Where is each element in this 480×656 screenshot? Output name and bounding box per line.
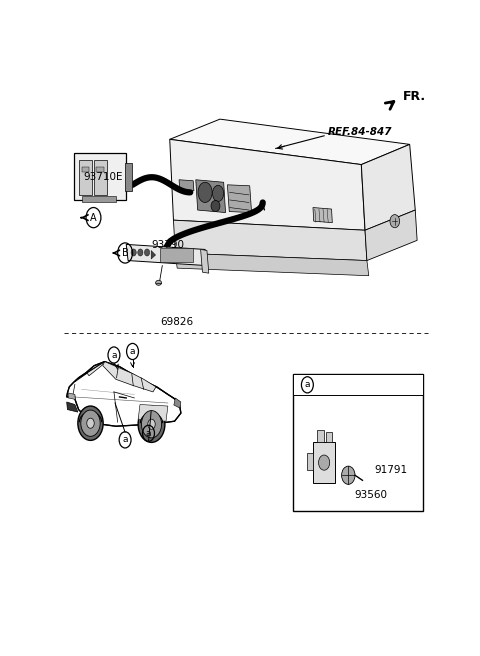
Text: 93560: 93560 — [354, 491, 387, 501]
Polygon shape — [179, 180, 194, 191]
Circle shape — [87, 418, 94, 428]
Text: 93710E: 93710E — [83, 173, 122, 182]
Polygon shape — [126, 245, 207, 266]
Polygon shape — [313, 207, 332, 222]
Bar — [292, 374, 423, 396]
Circle shape — [144, 249, 150, 256]
Ellipse shape — [156, 280, 162, 285]
Circle shape — [390, 215, 400, 228]
Polygon shape — [228, 185, 252, 213]
Polygon shape — [103, 361, 156, 392]
Bar — [82, 167, 89, 172]
Polygon shape — [361, 144, 415, 230]
FancyBboxPatch shape — [94, 159, 107, 195]
Bar — [160, 248, 193, 262]
Ellipse shape — [211, 201, 220, 212]
Bar — [326, 432, 332, 442]
Text: a: a — [305, 380, 310, 389]
Polygon shape — [67, 402, 78, 412]
Ellipse shape — [198, 182, 212, 203]
Polygon shape — [174, 398, 181, 408]
Circle shape — [142, 411, 162, 438]
Circle shape — [138, 249, 143, 256]
Bar — [83, 196, 116, 203]
Circle shape — [78, 406, 103, 440]
Text: a: a — [146, 429, 151, 438]
Polygon shape — [313, 442, 335, 483]
Polygon shape — [170, 139, 365, 230]
Polygon shape — [170, 119, 410, 165]
Text: B: B — [122, 248, 129, 258]
Polygon shape — [138, 405, 168, 421]
FancyBboxPatch shape — [74, 153, 126, 201]
Polygon shape — [67, 361, 181, 426]
Bar — [292, 374, 423, 510]
Polygon shape — [151, 251, 156, 259]
Circle shape — [148, 419, 155, 429]
Text: 91791: 91791 — [374, 465, 408, 475]
Circle shape — [342, 466, 355, 484]
Text: REF.84-847: REF.84-847 — [328, 127, 392, 136]
Text: 69826: 69826 — [161, 318, 194, 327]
Polygon shape — [173, 220, 367, 260]
Text: 93790: 93790 — [151, 240, 184, 251]
Text: a: a — [130, 347, 135, 356]
Text: a: a — [122, 436, 128, 444]
Circle shape — [131, 249, 136, 256]
Ellipse shape — [213, 185, 224, 201]
Bar — [307, 453, 313, 470]
Polygon shape — [68, 393, 76, 400]
Bar — [125, 163, 132, 191]
Polygon shape — [201, 249, 209, 273]
Text: a: a — [111, 350, 117, 359]
Bar — [96, 167, 104, 172]
Polygon shape — [365, 210, 417, 260]
Circle shape — [138, 406, 165, 442]
Circle shape — [319, 455, 330, 470]
Polygon shape — [175, 253, 369, 276]
Text: FR.: FR. — [403, 91, 426, 104]
Polygon shape — [87, 361, 104, 376]
Polygon shape — [196, 180, 226, 213]
Bar — [317, 430, 324, 442]
FancyBboxPatch shape — [79, 159, 92, 195]
Circle shape — [81, 410, 100, 436]
Text: A: A — [90, 213, 97, 222]
